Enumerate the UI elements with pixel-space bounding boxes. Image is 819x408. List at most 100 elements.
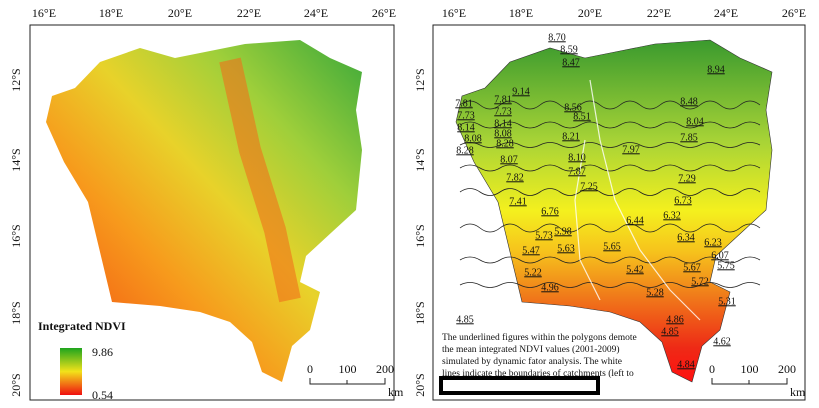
- legend-title: Integrated NDVI: [38, 319, 126, 333]
- contour-label: 5.47: [522, 245, 540, 256]
- contour-label: 7.25: [580, 181, 598, 192]
- contour-label: 7.41: [509, 196, 527, 207]
- contour-label: 4.85: [661, 326, 679, 337]
- contour-label: 8.47: [562, 57, 580, 68]
- low-ndvi-band: [219, 57, 301, 303]
- scale-label: 200: [778, 362, 796, 376]
- scale-unit: km: [388, 385, 404, 399]
- scale-label: 100: [741, 362, 759, 376]
- lon-label: 20°E: [578, 6, 602, 20]
- contour-label: 7.81: [494, 94, 512, 105]
- contour-label: 6.76: [541, 206, 559, 217]
- contour-label: 7.73: [494, 106, 512, 117]
- lat-label: 16°S: [9, 224, 23, 247]
- lon-label: 22°E: [647, 6, 671, 20]
- catchment-boundary: [589, 79, 701, 321]
- lon-label: 26°E: [782, 6, 806, 20]
- note-line: simulated by dynamic fator analysis. The…: [442, 356, 622, 367]
- redaction-box: [439, 376, 600, 395]
- contour-label: 8.28: [456, 145, 474, 156]
- contour-label: 5.73: [535, 230, 553, 241]
- lon-label: 22°E: [237, 6, 261, 20]
- note-line: the mean integrated NDVI values (2001-20…: [442, 344, 620, 355]
- lat-label: 12°S: [9, 68, 23, 91]
- contour-label: 7.82: [506, 172, 524, 183]
- contour-map: [455, 39, 773, 383]
- contour-label: 5.67: [683, 262, 701, 273]
- contour-line: [459, 164, 761, 172]
- lat-label: 14°S: [9, 148, 23, 171]
- contour-label: 8.70: [548, 32, 566, 43]
- contour-label: 4.84: [677, 359, 695, 370]
- scale-label: 100: [339, 362, 357, 376]
- catchment-boundary: [574, 139, 601, 301]
- contour-line: [459, 121, 761, 129]
- contour-label: 5.28: [646, 287, 664, 298]
- lon-label: 18°E: [99, 6, 123, 20]
- contour-label: 7.97: [622, 144, 640, 155]
- contour-label: 7.87: [568, 166, 586, 177]
- contour-label: 5.98: [554, 226, 572, 237]
- lon-label: 20°E: [168, 6, 192, 20]
- contour-label: 4.85: [456, 314, 474, 325]
- contour-label: 5.22: [524, 267, 542, 278]
- contour-label: 6.34: [677, 232, 695, 243]
- contour-label: 9.14: [512, 86, 530, 97]
- contour-label: 8.28: [496, 138, 514, 149]
- contour-line: [459, 100, 761, 110]
- contour-label: 6.73: [674, 195, 692, 206]
- lon-label: 16°E: [32, 6, 56, 20]
- contour-lines: [459, 100, 761, 288]
- note-line: lines indicate the boundaries of catchme…: [442, 368, 634, 379]
- legend-ramp: [60, 348, 82, 395]
- contour-line: [459, 256, 761, 264]
- contour-label: 8.56: [564, 102, 582, 113]
- contour-label: 8.14: [457, 122, 475, 133]
- contour-label: 5.31: [718, 296, 736, 307]
- legend-max: 9.86: [92, 345, 113, 359]
- contour-line: [459, 188, 761, 196]
- contour-label: 6.44: [626, 215, 644, 226]
- lat-label: 14°S: [413, 148, 427, 171]
- lon-label: 26°E: [372, 6, 396, 20]
- contour-label: 8.07: [500, 154, 518, 165]
- lat-label: 18°S: [9, 301, 23, 324]
- contour-label: 8.14: [494, 118, 512, 129]
- scale-bar: [711, 378, 788, 385]
- right-frame: [432, 24, 806, 401]
- contour-label: 6.23: [704, 237, 722, 248]
- scale-bar: [309, 378, 386, 385]
- scale-unit: km: [790, 385, 806, 399]
- contour-label: 5.65: [603, 241, 621, 252]
- contour-label: 8.21: [562, 131, 580, 142]
- lon-label: 18°E: [509, 6, 533, 20]
- contour-label: 8.08: [464, 133, 482, 144]
- contour-label: 4.62: [713, 336, 731, 347]
- lon-label: 24°E: [714, 6, 738, 20]
- contour-line: [459, 282, 761, 288]
- contour-label: 8.59: [560, 44, 578, 55]
- contour-label: 7.73: [457, 110, 475, 121]
- note-line: The underlined figures within the polygo…: [442, 332, 637, 343]
- lat-label: 12°S: [413, 68, 427, 91]
- contour-line: [459, 223, 761, 233]
- contour-line: [459, 142, 761, 148]
- contour-label: 4.96: [541, 282, 559, 293]
- scale-label: 0: [709, 362, 715, 376]
- lat-label: 20°S: [9, 373, 23, 396]
- contour-label: 4.86: [666, 314, 684, 325]
- contour-label: 7.85: [680, 132, 698, 143]
- contour-label: 5.75: [717, 260, 735, 271]
- lon-label: 24°E: [304, 6, 328, 20]
- lat-label: 20°S: [413, 373, 427, 396]
- contour-label: 6.32: [663, 210, 681, 221]
- contour-label: 8.94: [707, 64, 725, 75]
- left-frame: [29, 24, 395, 401]
- contour-label: 6.07: [711, 250, 729, 261]
- lat-label: 18°S: [413, 301, 427, 324]
- lat-label: 16°S: [413, 224, 427, 247]
- legend-min: 0.54: [92, 388, 113, 402]
- contour-label: 8.48: [680, 96, 698, 107]
- scale-label: 200: [376, 362, 394, 376]
